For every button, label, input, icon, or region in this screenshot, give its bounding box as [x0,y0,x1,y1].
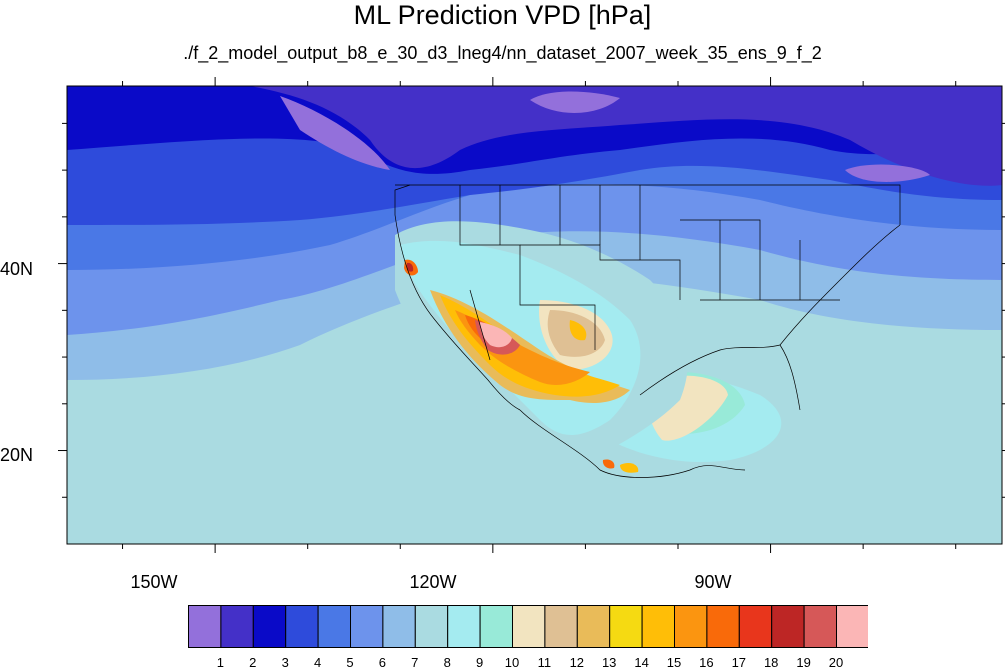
colorbar-label: 8 [443,655,451,670]
colorbar-swatch [706,605,740,648]
colorbar-label: 9 [475,655,484,670]
colorbar-label: 16 [699,655,714,670]
field-band-mex-15 [620,462,639,473]
colorbar-swatch [803,605,837,648]
colorbar-swatch [771,605,805,648]
colorbar-swatch [738,605,773,648]
colorbar-swatch [188,605,222,648]
colorbar-swatch [414,605,449,648]
field-band-0 [530,91,620,113]
field-band-west-15b [569,320,587,341]
colorbar-label: 5 [346,655,354,670]
field-band-west-19b [406,262,414,272]
colorbar-label: 2 [249,655,257,670]
map-subtitle: ./f_2_model_output_b8_e_30_d3_lneg4/nn_d… [183,43,822,63]
colorbar-label: 13 [601,655,617,670]
field-band-1 [250,86,1002,186]
colorbar-label: 1 [216,655,224,670]
colorbar-swatch [350,605,384,648]
map-title: ML Prediction VPD [hPa] [353,0,652,30]
colorbar-swatch [836,605,868,648]
colorbar-swatch [252,605,287,648]
lon-label-120w: 120W [409,572,457,592]
colorbar-swatch [576,605,611,648]
coastlines [394,184,901,478]
colorbar-swatch [512,605,546,648]
colorbar-swatch [220,605,254,648]
colorbar-label: 17 [731,655,747,670]
colorbar-swatch [609,605,643,648]
colorbar-label: 7 [411,655,419,670]
colorbar-label: 11 [537,655,552,670]
lat-label-40n: 40N [0,259,34,279]
colorbar-swatch [317,605,352,648]
lat-label-20n: 20N [0,445,34,465]
field-band-mex-17 [602,459,615,469]
lon-label-90w: 90W [694,572,732,592]
colorbar-swatch [674,605,708,648]
colorbar [188,605,868,648]
colorbar-swatch [544,605,578,648]
vpd-field [67,86,1002,544]
colorbar-label: 3 [281,655,289,670]
colorbar-label: 12 [569,655,585,670]
colorbar-label: 10 [504,655,520,670]
colorbar-label: 15 [666,655,682,670]
field-band-0c [280,96,390,170]
lon-label-150w: 150W [130,572,178,592]
colorbar-label: 20 [828,655,844,670]
colorbar-swatch [382,605,416,648]
colorbar-swatch [285,605,319,648]
colorbar-label: 18 [763,655,779,670]
colorbar-label: 6 [378,655,386,670]
colorbar-swatch [641,605,676,648]
colorbar-swatch [447,605,481,648]
map-frame [66,85,1003,545]
colorbar-label: 19 [796,655,811,670]
colorbar-label: 4 [313,655,322,670]
colorbar-swatch [479,605,514,648]
field-band-west-15 [440,295,620,397]
field-band-0b [845,164,930,182]
colorbar-label: 14 [634,655,649,670]
field-band-west-20 [480,322,512,348]
